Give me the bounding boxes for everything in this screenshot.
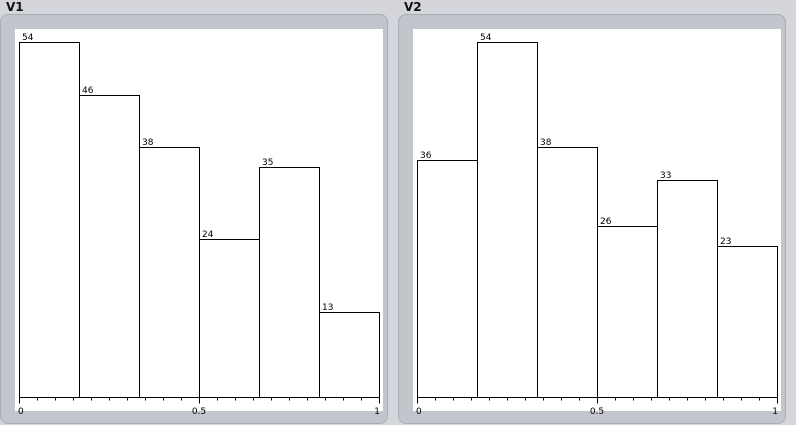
bar-value-label: 54: [22, 33, 34, 43]
bar-value-label: 26: [600, 217, 612, 227]
histogram-bar: [477, 42, 538, 398]
chart-frame: 36 54 38 26 33 23 0 0.5 1: [398, 14, 786, 424]
x-tick-label: 1: [772, 407, 778, 417]
histogram-bar: [139, 147, 200, 398]
bar-value-label: 23: [720, 237, 731, 247]
bar-value-label: 13: [322, 303, 333, 313]
histogram-bar: [79, 95, 140, 398]
bar-value-label: 38: [142, 138, 154, 148]
x-tick-label: 0: [416, 407, 422, 417]
bar-value-label: 36: [420, 151, 432, 161]
bar-value-label: 54: [480, 33, 492, 43]
panel-title: V1: [6, 0, 24, 14]
histogram-chart-v1: 54 46 38 24 35 13 0 0.5 1: [15, 29, 383, 417]
x-tick-label: 1: [374, 407, 380, 417]
histogram-bar: [19, 42, 80, 398]
x-tick-label: 0.5: [590, 407, 604, 417]
histogram-bar: [537, 147, 598, 398]
panel-title: V2: [404, 0, 422, 14]
histogram-bar: [199, 239, 260, 398]
histogram-bar: [717, 246, 778, 398]
bar-value-label: 33: [660, 171, 671, 181]
bar-value-label: 46: [82, 86, 94, 96]
x-tick-label: 0.5: [192, 407, 206, 417]
bar-value-label: 24: [202, 230, 214, 240]
bar-value-label: 38: [540, 138, 552, 148]
histogram-bar: [319, 312, 380, 398]
histogram-chart-v2: 36 54 38 26 33 23 0 0.5 1: [413, 29, 781, 417]
chart-frame: 54 46 38 24 35 13 0 0.5 1: [0, 14, 388, 424]
histogram-bar: [657, 180, 718, 398]
histogram-bar: [259, 167, 320, 398]
bar-value-label: 35: [262, 158, 273, 168]
histogram-panel-v2: V2 36 54 38 26 33 23 0 0.5 1: [398, 0, 790, 424]
histogram-bar: [597, 226, 658, 398]
x-tick-label: 0: [18, 407, 24, 417]
histogram-bar: [417, 160, 478, 398]
histogram-panel-v1: V1 54 46 38 24 35 13 0 0.5 1: [0, 0, 392, 424]
